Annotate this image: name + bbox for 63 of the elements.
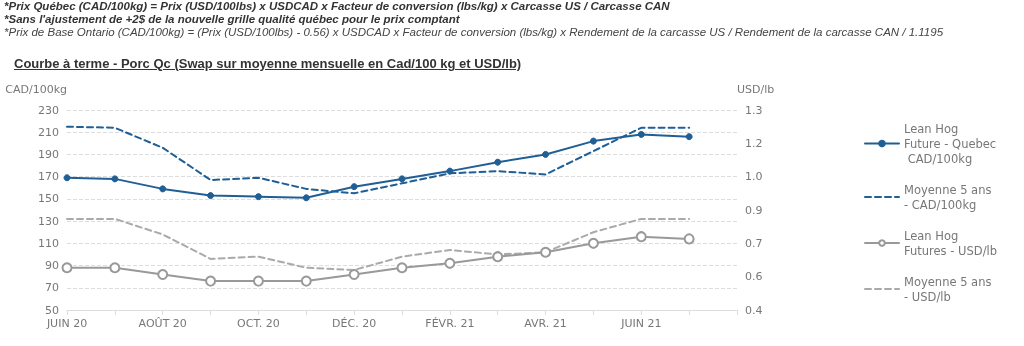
point xyxy=(350,183,358,191)
point xyxy=(494,158,502,166)
y-axis-title: CAD/100kg xyxy=(5,83,67,96)
point xyxy=(61,262,73,274)
y2-tick-label: 0.4 xyxy=(745,303,763,317)
y2-axis-title: USD/lb xyxy=(737,83,775,96)
y-tick-label: 170 xyxy=(38,170,59,184)
point xyxy=(540,246,552,258)
point xyxy=(252,275,264,287)
y2-tick-label: 1.2 xyxy=(745,136,763,150)
point xyxy=(446,167,454,175)
text: *Prix Québec (CAD/100kg) = Prix (USD/100lbs) x USDCAD x Facteur de conversion (lbs/kg) x Carcasse US / Carcasse CAN xyxy=(4,0,671,13)
point xyxy=(207,192,215,200)
y-tick-label: 150 xyxy=(38,192,59,206)
x-tick-label: OCT. 20 xyxy=(237,317,280,330)
y-tick-label: 130 xyxy=(38,214,59,228)
point xyxy=(587,237,599,249)
point xyxy=(685,133,693,141)
y2-tick-label: 1.3 xyxy=(745,103,763,117)
y-tick-label: 210 xyxy=(38,125,59,139)
y-tick-label: 90 xyxy=(45,259,59,273)
y2-tick-label: 0.6 xyxy=(745,270,763,284)
point xyxy=(157,268,169,280)
x-tick-label: JUIN 20 xyxy=(45,317,88,330)
x-tick-label: AOÛT 20 xyxy=(138,317,187,330)
text: *Prix de Base Ontario (CAD/100kg) = (Prix (USD/100lbs) - 0.56) x USDCAD x Facteur de conversion (lbs/kg) x Rendement de la carcasse US / Rendement de la carcasse CAN / 1.1195 xyxy=(4,26,945,39)
y-tick-label: 70 xyxy=(45,281,59,295)
point xyxy=(109,262,121,274)
x-tick-label: DÉC. 20 xyxy=(332,317,377,330)
legend-label: Moyenne 5 ans - CAD/100kg xyxy=(904,182,996,212)
y-tick-label: 190 xyxy=(38,147,59,161)
point xyxy=(635,231,647,243)
y-tick-label: 230 xyxy=(38,103,59,117)
line-series xyxy=(66,125,691,195)
point xyxy=(205,275,217,287)
point xyxy=(63,174,71,182)
x-tick-label: AVR. 21 xyxy=(524,317,567,330)
legend-label: Lean Hog Futures - USD/lb xyxy=(904,228,998,258)
point xyxy=(300,275,312,287)
y2-tick-label: 0.7 xyxy=(745,236,763,250)
point xyxy=(444,257,456,269)
point xyxy=(302,194,310,202)
point xyxy=(111,175,119,183)
point xyxy=(492,251,504,263)
point xyxy=(589,137,597,145)
point xyxy=(542,150,550,158)
point xyxy=(637,130,645,138)
chart-title: Courbe à terme - Porc Qc (Swap sur moyenne mensuelle en Cad/100 kg et USD/lb) xyxy=(14,56,522,71)
x-tick-label: JUIN 21 xyxy=(620,317,662,330)
y-tick-label: 110 xyxy=(38,236,59,250)
point xyxy=(159,185,167,193)
point xyxy=(348,268,360,280)
point xyxy=(254,193,262,201)
point xyxy=(683,233,695,245)
y2-tick-label: 1.0 xyxy=(745,170,763,184)
x-tick-label: FÉVR. 21 xyxy=(425,317,475,330)
text: *Sans l'ajustement de +2$ de la nouvelle grille qualité québec pour le prix comptant xyxy=(4,13,461,26)
point xyxy=(398,175,406,183)
y-tick-label: 50 xyxy=(45,303,59,317)
legend-label: Lean Hog Future - Quebec CAD/100kg xyxy=(904,121,997,166)
point xyxy=(396,262,408,274)
y2-tick-label: 0.9 xyxy=(745,203,763,217)
legend-label: Moyenne 5 ans - USD/lb xyxy=(904,274,996,304)
